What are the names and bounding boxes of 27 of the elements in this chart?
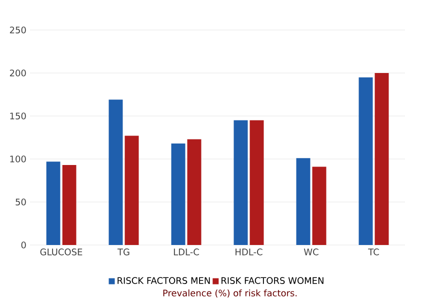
bar <box>358 77 373 245</box>
x-tick-label: HDL-C <box>236 248 262 256</box>
x-tick-label: WC <box>304 248 318 256</box>
y-tick-label: 200 <box>10 70 26 76</box>
x-tick-label: GLUCOSE <box>40 248 82 256</box>
bar <box>62 165 76 245</box>
x-tick-label: LDL-C <box>174 248 199 256</box>
x-tick-label: TG <box>117 248 130 256</box>
bar <box>296 158 310 245</box>
y-tick-label: 0 <box>21 242 26 248</box>
y-tick-label: 50 <box>16 198 26 206</box>
bar <box>124 136 139 245</box>
bar <box>250 120 264 245</box>
bar <box>312 166 326 245</box>
bar <box>46 162 60 245</box>
x-tick-label: TC <box>368 248 379 256</box>
y-tick-label: 250 <box>10 26 26 34</box>
bar <box>234 120 248 245</box>
bar <box>171 144 186 245</box>
y-tick-label: 100 <box>10 156 26 162</box>
y-tick-label: 150 <box>10 112 26 120</box>
text: Prevalence (%) of risk factors. <box>163 289 297 298</box>
legend-label: RISCK FACTORS MEN <box>118 277 210 284</box>
bar <box>108 100 123 245</box>
bar <box>374 73 389 245</box>
legend-label: RISK FACTORS WOMEN <box>222 277 324 284</box>
bar <box>187 139 202 245</box>
